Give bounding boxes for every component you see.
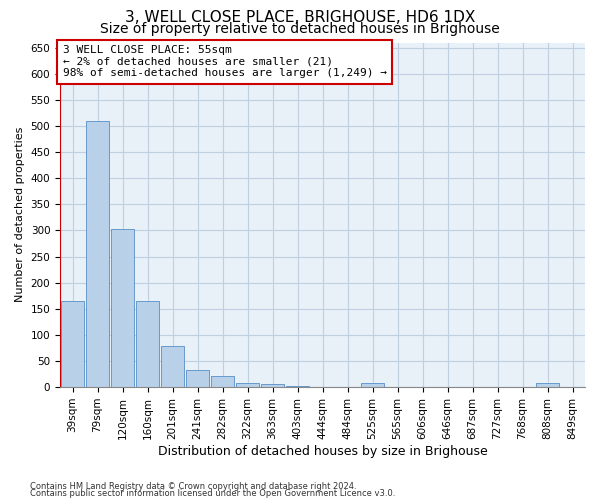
Text: Contains public sector information licensed under the Open Government Licence v3: Contains public sector information licen… [30, 489, 395, 498]
Bar [186, 370, 209, 387]
Text: Contains HM Land Registry data © Crown copyright and database right 2024.: Contains HM Land Registry data © Crown c… [30, 482, 356, 491]
Bar [211, 376, 234, 387]
Text: 3, WELL CLOSE PLACE, BRIGHOUSE, HD6 1DX: 3, WELL CLOSE PLACE, BRIGHOUSE, HD6 1DX [125, 10, 475, 25]
Bar [536, 384, 559, 387]
Bar [161, 346, 184, 387]
X-axis label: Distribution of detached houses by size in Brighouse: Distribution of detached houses by size … [158, 444, 487, 458]
Bar [361, 384, 384, 387]
Bar [311, 386, 334, 387]
Bar [286, 386, 309, 387]
Bar [236, 384, 259, 387]
Bar [261, 384, 284, 387]
Text: Size of property relative to detached houses in Brighouse: Size of property relative to detached ho… [100, 22, 500, 36]
Bar [61, 301, 84, 387]
Bar [111, 229, 134, 387]
Y-axis label: Number of detached properties: Number of detached properties [15, 127, 25, 302]
Bar [86, 121, 109, 387]
Bar [136, 301, 159, 387]
Text: 3 WELL CLOSE PLACE: 55sqm
← 2% of detached houses are smaller (21)
98% of semi-d: 3 WELL CLOSE PLACE: 55sqm ← 2% of detach… [62, 45, 386, 78]
